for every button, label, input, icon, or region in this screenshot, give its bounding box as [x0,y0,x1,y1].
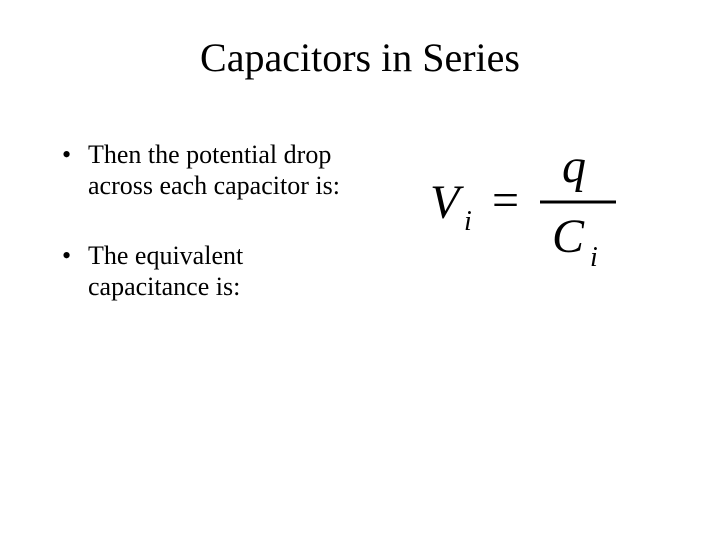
bullet-item: The equivalent capacitance is: [62,241,362,302]
formula: V i = q C i [420,130,670,285]
slide: Capacitors in Series Then the potential … [0,0,720,540]
bullet-item: Then the potential drop across each capa… [62,140,362,201]
formula-numerator: q [562,140,586,193]
bullet-list: Then the potential drop across each capa… [62,140,362,343]
slide-title: Capacitors in Series [0,34,720,81]
formula-eq: = [492,174,519,227]
formula-denominator-sub: i [590,242,598,273]
formula-lhs-sub: i [464,206,472,237]
formula-lhs-var: V [430,176,464,229]
formula-denominator-var: C [552,210,585,263]
